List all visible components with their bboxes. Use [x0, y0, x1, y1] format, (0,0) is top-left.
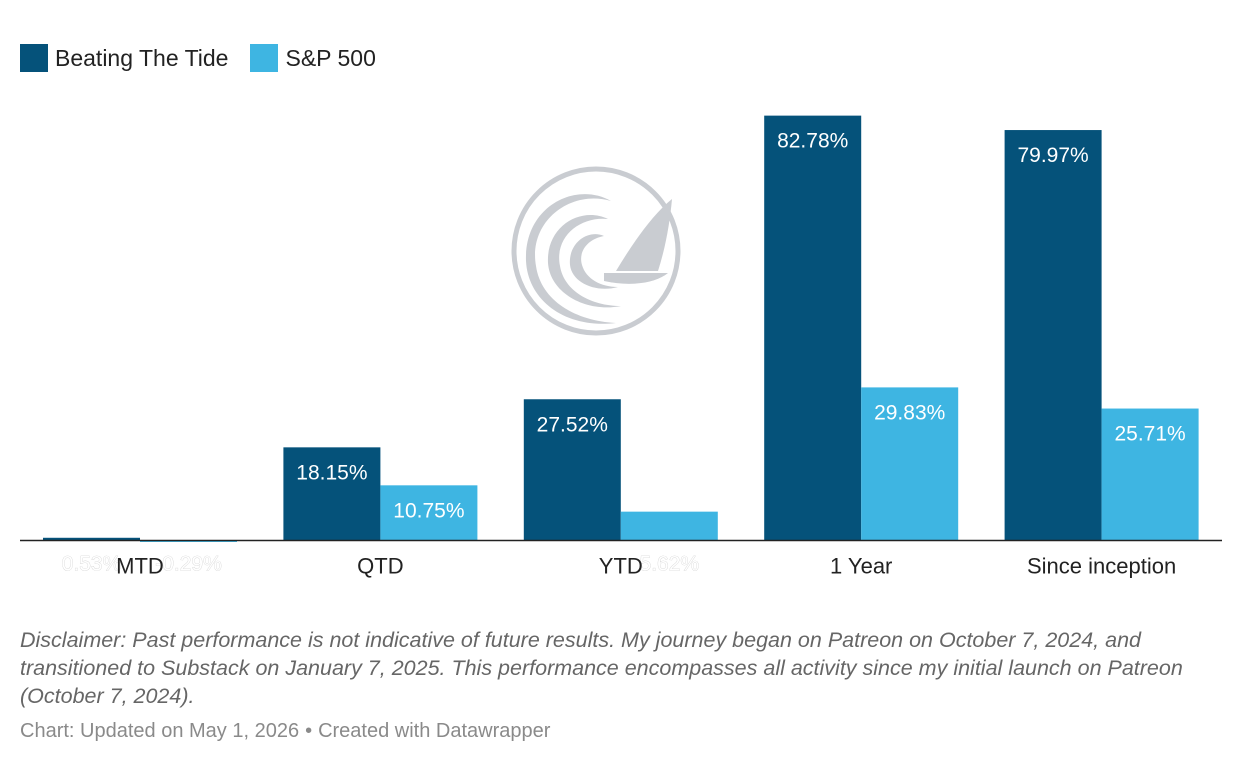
- footer-created-with: Created with Datawrapper: [318, 720, 551, 742]
- bar-beating-the-tide-qtd: [283, 447, 381, 541]
- bar-s-p-500-1-year: [861, 387, 959, 541]
- chart-notes: Disclaimer: Past performance is not indi…: [20, 628, 1183, 708]
- bars: [43, 115, 1199, 542]
- x-tick-label-since-inception: Since inception: [1027, 554, 1176, 579]
- footer-separator: •: [305, 720, 313, 742]
- data-label-s-p-500-ytd: 5.62%: [640, 553, 700, 576]
- data-label-beating-the-tide-1-year: 82.78%: [777, 130, 848, 153]
- legend: Beating The Tide S&P 500: [20, 44, 398, 72]
- bar-chart: 0.53% -0.29% 18.15% 10.75% 27.52% 5.62% 82.78%…: [20, 115, 1222, 579]
- bar-labels: 0.53% -0.29% 18.15% 10.75% 27.52% 5.62% 82.78%…: [61, 130, 1185, 576]
- data-label-beating-the-tide-mtd: 0.53%: [62, 553, 122, 576]
- footer-chart-label: Chart: Updated on May 1, 2026: [20, 720, 300, 742]
- bar-s-p-500-ytd: [620, 511, 718, 541]
- data-label-beating-the-tide-qtd: 18.15%: [296, 461, 367, 484]
- bar-beating-the-tide-mtd: [43, 537, 140, 541]
- data-label-s-p-500-since-inception: 25.71%: [1114, 423, 1185, 446]
- bar-s-p-500-qtd: [380, 485, 478, 541]
- x-axis-tick-labels: MTD QTD YTD 1 Year Since inception: [116, 554, 1176, 579]
- legend-item-beating-the-tide: Beating The Tide: [20, 44, 228, 72]
- legend-label-sp500: S&P 500: [285, 44, 376, 71]
- x-tick-label-qtd: QTD: [357, 554, 403, 579]
- data-label-s-p-500-mtd: -0.29%: [155, 553, 222, 576]
- data-label-s-p-500-1-year: 29.83%: [874, 401, 945, 424]
- legend-swatch-sp500: [250, 44, 279, 72]
- data-label-s-p-500-qtd: 10.75%: [393, 499, 464, 522]
- chart-footer: Chart: Updated on May 1, 2026 • Created wi…: [20, 720, 550, 743]
- data-label-beating-the-tide-since-inception: 79.97%: [1017, 144, 1088, 167]
- bar-beating-the-tide-ytd: [523, 399, 621, 541]
- x-tick-label-ytd: YTD: [599, 554, 643, 579]
- x-tick-label-1-year: 1 Year: [830, 554, 892, 579]
- legend-swatch-beating-the-tide: [20, 44, 48, 72]
- legend-item-sp500: S&P 500: [250, 44, 376, 72]
- bar-s-p-500-since-inception: [1101, 408, 1199, 541]
- legend-label-beating-the-tide: Beating The Tide: [55, 44, 229, 71]
- wave-sail-logo-icon: [511, 166, 681, 336]
- bar-beating-the-tide-since-inception: [1004, 130, 1102, 541]
- bar-beating-the-tide-1-year: [764, 115, 862, 541]
- data-label-beating-the-tide-ytd: 27.52%: [537, 413, 608, 436]
- x-tick-label-mtd: MTD: [116, 554, 164, 579]
